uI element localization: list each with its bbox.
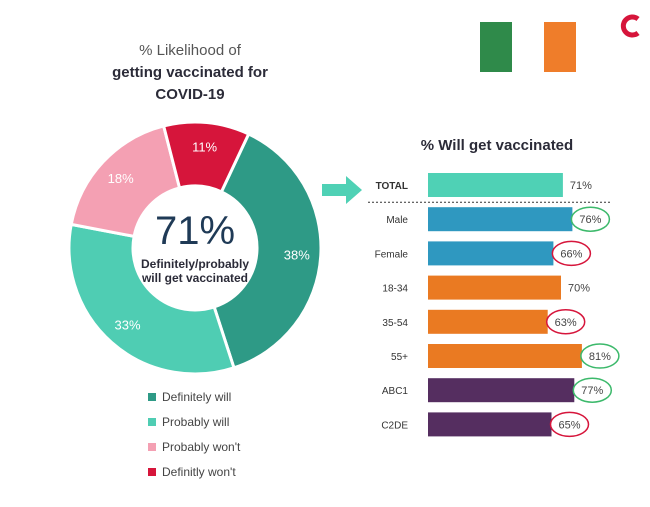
- legend-swatch-probably-wont: [148, 442, 156, 451]
- highlight-circle-female: [551, 240, 592, 267]
- bar-abc1: [428, 378, 575, 403]
- bar-value-label-18-34: 70%: [568, 283, 590, 295]
- donut-center-value: 71%: [155, 209, 235, 253]
- legend-item-probably-wont: Probably won't: [148, 434, 240, 459]
- donut-slice-definitly-won-t: [161, 120, 251, 194]
- donut-slice-label: 33%: [115, 318, 141, 333]
- donut-slice-probably-will: [67, 222, 236, 376]
- bar-value-label-55: 81%: [589, 351, 611, 363]
- legend-item-probably-will: Probably will: [148, 409, 240, 434]
- bar-18-34: [428, 275, 561, 300]
- bar-chart-title: % Will get vaccinated: [421, 137, 573, 154]
- bar-value-label-total: 71%: [570, 180, 592, 192]
- arrow-right-icon: [322, 176, 362, 204]
- bar-category-label-18-34: 18-34: [382, 284, 408, 295]
- highlight-circle-35-54: [545, 309, 586, 335]
- donut-center-label-line1: Definitely/probably: [141, 257, 249, 271]
- donut-slice-label: 38%: [284, 247, 310, 262]
- donut-slice-label: 11%: [192, 139, 217, 154]
- bar-value-label-male: 76%: [579, 214, 601, 226]
- bar-55: [428, 344, 582, 368]
- legend-label: Definitely will: [162, 389, 232, 404]
- brand-logo-icon: [620, 14, 640, 38]
- bar-category-label-male: Male: [386, 215, 408, 226]
- bar-category-label-c2de: C2DE: [381, 420, 408, 431]
- ireland-flag: [480, 22, 576, 72]
- bar-category-label-35-54: 35-54: [382, 318, 408, 329]
- flag-stripe-white: [512, 22, 544, 72]
- donut-slice-label: 18%: [108, 171, 134, 186]
- donut-title-line2: getting vaccinated for: [112, 64, 268, 81]
- bar-value-label-abc1: 77%: [581, 385, 603, 397]
- bar-category-label-55: 55+: [391, 352, 408, 363]
- bar-value-label-female: 66%: [560, 248, 582, 260]
- highlight-circle-55: [580, 343, 620, 369]
- donut-center-label-line2: will get vaccinated: [141, 271, 248, 285]
- legend-swatch-definitly-wont: [148, 467, 156, 476]
- donut-title: % Likelihood of getting vaccinated for C…: [60, 40, 320, 106]
- legend-label: Definitly won't: [162, 464, 236, 479]
- highlight-circle-male: [570, 206, 611, 232]
- highlight-circle-abc1: [572, 377, 613, 403]
- flag-stripe-green: [480, 22, 512, 72]
- bar-total: [428, 173, 563, 197]
- legend-swatch-probably-will: [148, 417, 156, 426]
- bar-value-label-35-54: 63%: [555, 317, 577, 329]
- bar-female: [428, 241, 554, 266]
- legend-label: Probably won't: [162, 439, 241, 454]
- bar-35-54: [428, 309, 548, 334]
- bar-male: [428, 207, 573, 232]
- legend-swatch-definitely-will: [148, 392, 156, 401]
- bar-category-label-total: TOTAL: [376, 181, 408, 192]
- donut-slice-probably-won-t: [69, 124, 182, 239]
- bar-category-label-female: Female: [375, 249, 409, 260]
- legend-item-definitely-will: Definitely will: [148, 384, 240, 409]
- legend-item-definitly-wont: Definitly won't: [148, 459, 240, 484]
- donut-legend: Definitely will Probably will Probably w…: [148, 384, 240, 484]
- bar-category-label-abc1: ABC1: [382, 386, 409, 397]
- donut-slice-definitely-will: [212, 131, 323, 370]
- donut-title-line1: % Likelihood of: [139, 42, 241, 59]
- donut-title-line3: COVID-19: [155, 86, 225, 103]
- legend-label: Probably will: [162, 414, 230, 429]
- bar-c2de: [428, 412, 552, 437]
- flag-stripe-orange: [544, 22, 576, 72]
- highlight-circle-c2de: [549, 411, 590, 438]
- bar-value-label-c2de: 65%: [558, 419, 580, 431]
